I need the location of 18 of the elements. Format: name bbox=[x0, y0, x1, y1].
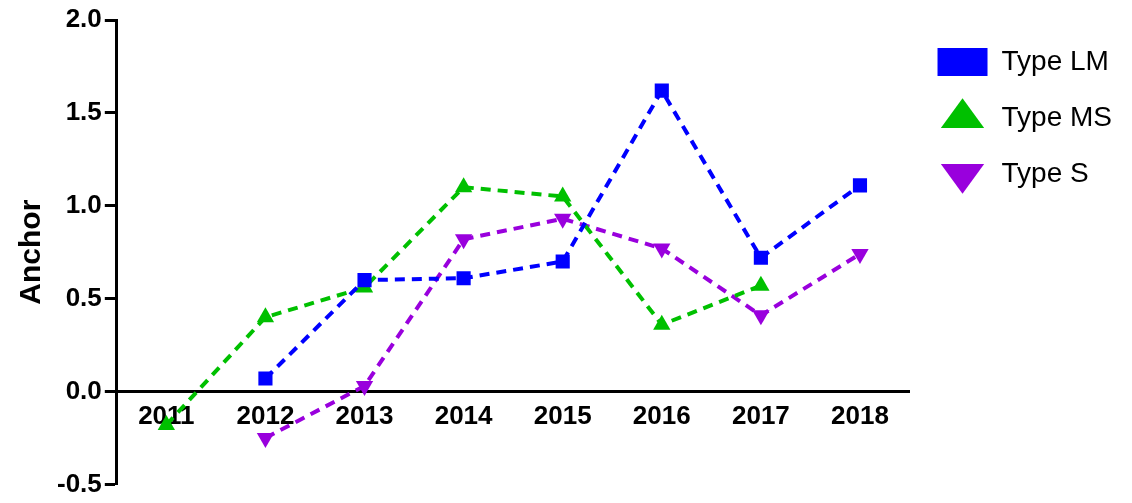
x-tick-label: 2016 bbox=[632, 400, 691, 431]
y-axis-title: Anchor bbox=[13, 199, 47, 305]
y-tick-label: 1.5 bbox=[65, 96, 102, 127]
legend-label: Type S bbox=[1001, 156, 1089, 188]
y-tick-label: 0.0 bbox=[65, 374, 102, 405]
legend-label: Type LM bbox=[1001, 44, 1109, 76]
y-tick-label: 2.0 bbox=[65, 3, 102, 34]
y-tick-label: 0.5 bbox=[65, 281, 102, 312]
x-tick-label: 2012 bbox=[236, 400, 295, 431]
legend-label: Type MS bbox=[1001, 100, 1112, 132]
x-tick-label: 2014 bbox=[434, 400, 494, 431]
x-tick-label: 2018 bbox=[831, 400, 889, 431]
y-tick-label: 1.0 bbox=[65, 188, 102, 219]
x-tick-label: 2017 bbox=[731, 400, 790, 431]
x-tick-label: 2015 bbox=[533, 400, 592, 431]
x-tick-label: 2011 bbox=[138, 400, 195, 431]
x-tick-label: 2013 bbox=[335, 400, 394, 431]
y-tick-label: -0.5 bbox=[56, 467, 102, 498]
